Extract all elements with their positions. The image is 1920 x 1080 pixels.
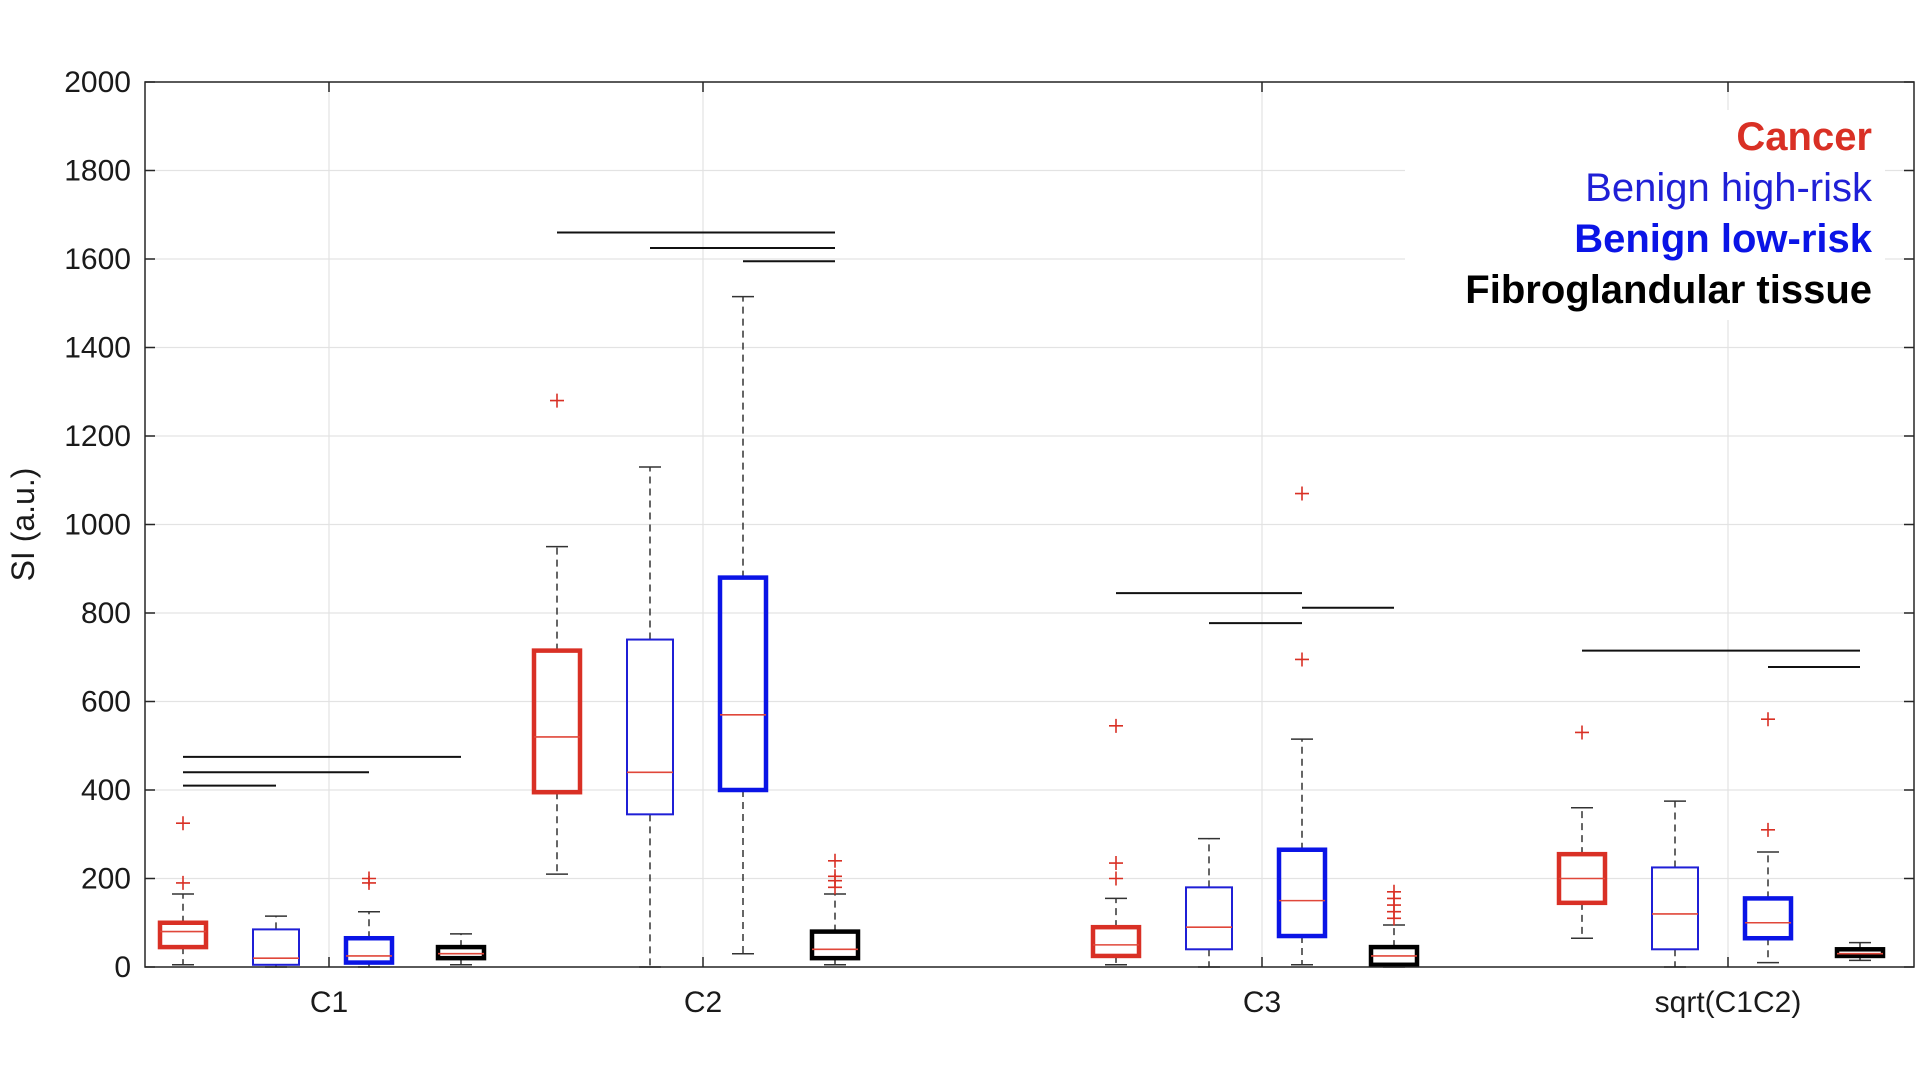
outlier-marker bbox=[1109, 856, 1123, 871]
box-sqrt-c1c2- bbox=[1651, 800, 1699, 968]
legend-entry: Benign high-risk bbox=[1585, 166, 1873, 210]
box-c2 bbox=[809, 853, 861, 966]
y-tick-label: 1800 bbox=[64, 155, 131, 188]
outlier-marker bbox=[828, 853, 842, 868]
box-sqrt-c1c2- bbox=[1742, 712, 1794, 964]
legend-entry: Fibroglandular tissue bbox=[1465, 268, 1872, 312]
outlier-marker bbox=[1761, 712, 1775, 727]
y-tick-label: 0 bbox=[114, 951, 131, 984]
box-c3 bbox=[1276, 486, 1328, 966]
y-tick-label: 800 bbox=[81, 597, 131, 630]
box-sqrt-c1c2- bbox=[1834, 941, 1886, 962]
outlier-marker bbox=[1295, 486, 1309, 501]
y-tick-label: 600 bbox=[81, 686, 131, 719]
box-iqr bbox=[157, 920, 209, 950]
outlier-marker bbox=[362, 871, 376, 886]
box-iqr bbox=[435, 944, 487, 961]
y-tick-label: 2000 bbox=[64, 66, 131, 99]
y-tick-label: 400 bbox=[81, 774, 131, 807]
y-tick-label: 200 bbox=[81, 863, 131, 896]
y-tick-label: 1000 bbox=[64, 509, 131, 542]
y-axis-label: SI (a.u.) bbox=[5, 468, 41, 582]
box-c1 bbox=[157, 816, 209, 966]
outlier-marker bbox=[1387, 884, 1401, 899]
box-iqr bbox=[1185, 886, 1233, 951]
outlier-marker bbox=[550, 393, 564, 408]
series-cancer bbox=[157, 393, 1608, 966]
box-iqr bbox=[252, 928, 300, 966]
legend-background bbox=[1405, 110, 1885, 320]
box-c1 bbox=[435, 933, 487, 966]
box-iqr bbox=[717, 575, 769, 793]
x-tick-label: C2 bbox=[684, 986, 722, 1019]
box-iqr bbox=[1090, 924, 1142, 959]
legend: Cancer Benign high-risk Benign low-risk Fib… bbox=[1405, 110, 1885, 320]
box-c2 bbox=[531, 393, 583, 875]
x-tick-label: C3 bbox=[1243, 986, 1281, 1019]
box-c2 bbox=[717, 295, 769, 955]
outlier-marker bbox=[828, 869, 842, 884]
outlier-marker bbox=[176, 816, 190, 831]
box-iqr bbox=[1651, 866, 1699, 951]
box-iqr bbox=[1276, 847, 1328, 939]
box-iqr bbox=[626, 638, 674, 816]
box-c3 bbox=[1368, 884, 1420, 968]
x-tick-label: sqrt(C1C2) bbox=[1655, 986, 1802, 1019]
significance-bars bbox=[183, 231, 1860, 787]
box-iqr bbox=[531, 648, 583, 795]
box-iqr bbox=[1742, 896, 1794, 941]
y-tick-label: 1400 bbox=[64, 332, 131, 365]
x-tick-label: C1 bbox=[310, 986, 348, 1019]
outlier-marker bbox=[1109, 718, 1123, 733]
legend-entry: Benign low-risk bbox=[1574, 217, 1873, 261]
box-c3 bbox=[1090, 718, 1142, 966]
outlier-marker bbox=[1295, 652, 1309, 667]
legend-entry: Cancer bbox=[1736, 115, 1872, 159]
y-tick-label: 1600 bbox=[64, 243, 131, 276]
box-iqr bbox=[809, 929, 861, 961]
y-axis-ticks: 0 200 400 600 800 1000 1200 1400 1600 1800 2000 bbox=[64, 66, 1914, 984]
box-sqrt-c1c2- bbox=[1556, 725, 1608, 939]
box-iqr bbox=[343, 935, 395, 965]
x-axis-ticks: C1 C2 C3 sqrt(C1C2) bbox=[310, 82, 1802, 1019]
series-fibroglandular-tissue bbox=[435, 853, 1886, 968]
series-benign-low-risk bbox=[343, 295, 1794, 968]
box-iqr bbox=[1834, 947, 1886, 959]
outlier-marker bbox=[1575, 725, 1589, 740]
y-tick-label: 1200 bbox=[64, 420, 131, 453]
outlier-marker bbox=[1761, 822, 1775, 837]
box-c3 bbox=[1185, 837, 1233, 968]
outlier-marker bbox=[176, 875, 190, 890]
outlier-marker bbox=[1109, 871, 1123, 886]
